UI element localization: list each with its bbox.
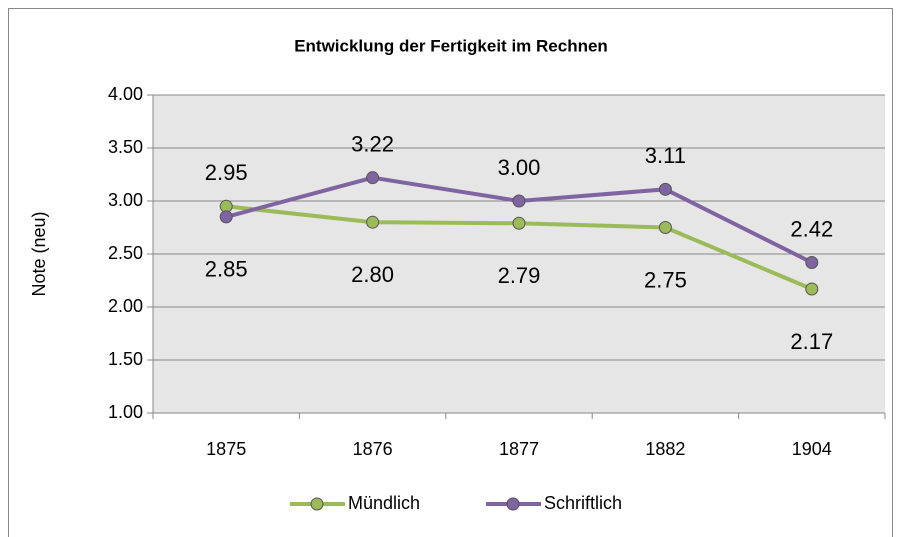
data-label: 2.17 xyxy=(790,329,833,354)
data-label: 3.22 xyxy=(351,131,394,156)
data-point xyxy=(512,216,526,230)
y-tick-label: 4.00 xyxy=(108,84,143,104)
legend-marker xyxy=(310,497,324,511)
y-tick-label: 2.50 xyxy=(108,243,143,263)
data-label: 2.95 xyxy=(205,160,248,185)
y-tick-label: 3.00 xyxy=(108,190,143,210)
data-label: 2.42 xyxy=(790,216,833,241)
y-axis-label: Note (neu) xyxy=(29,211,49,296)
data-label: 2.80 xyxy=(351,262,394,287)
data-point xyxy=(805,282,819,296)
data-point xyxy=(658,221,672,234)
data-label: 2.75 xyxy=(644,267,687,292)
data-point xyxy=(366,171,380,185)
data-label: 2.85 xyxy=(205,257,248,282)
data-label: 3.00 xyxy=(498,155,541,180)
x-tick-label: 1876 xyxy=(353,439,393,459)
legend-label: Schriftlich xyxy=(544,493,622,513)
data-point xyxy=(512,194,526,208)
y-tick-label: 1.50 xyxy=(108,349,143,369)
y-tick-label: 2.00 xyxy=(108,296,143,316)
x-tick-label: 1882 xyxy=(645,439,685,459)
data-point xyxy=(658,182,672,196)
legend-marker xyxy=(506,497,520,511)
y-tick-label: 3.50 xyxy=(108,137,143,157)
y-tick-label: 1.00 xyxy=(108,402,143,422)
x-tick-label: 1877 xyxy=(499,439,539,459)
x-tick-label: 1904 xyxy=(792,439,832,459)
data-label: 3.11 xyxy=(645,143,686,168)
x-tick-label: 1875 xyxy=(206,439,246,459)
legend-label: Mündlich xyxy=(348,493,420,513)
data-point xyxy=(805,255,819,269)
data-label: 2.79 xyxy=(498,263,541,288)
data-point xyxy=(366,215,380,229)
chart-title: Entwicklung der Fertigkeit im Rechnen xyxy=(294,36,608,55)
data-point xyxy=(219,210,233,224)
